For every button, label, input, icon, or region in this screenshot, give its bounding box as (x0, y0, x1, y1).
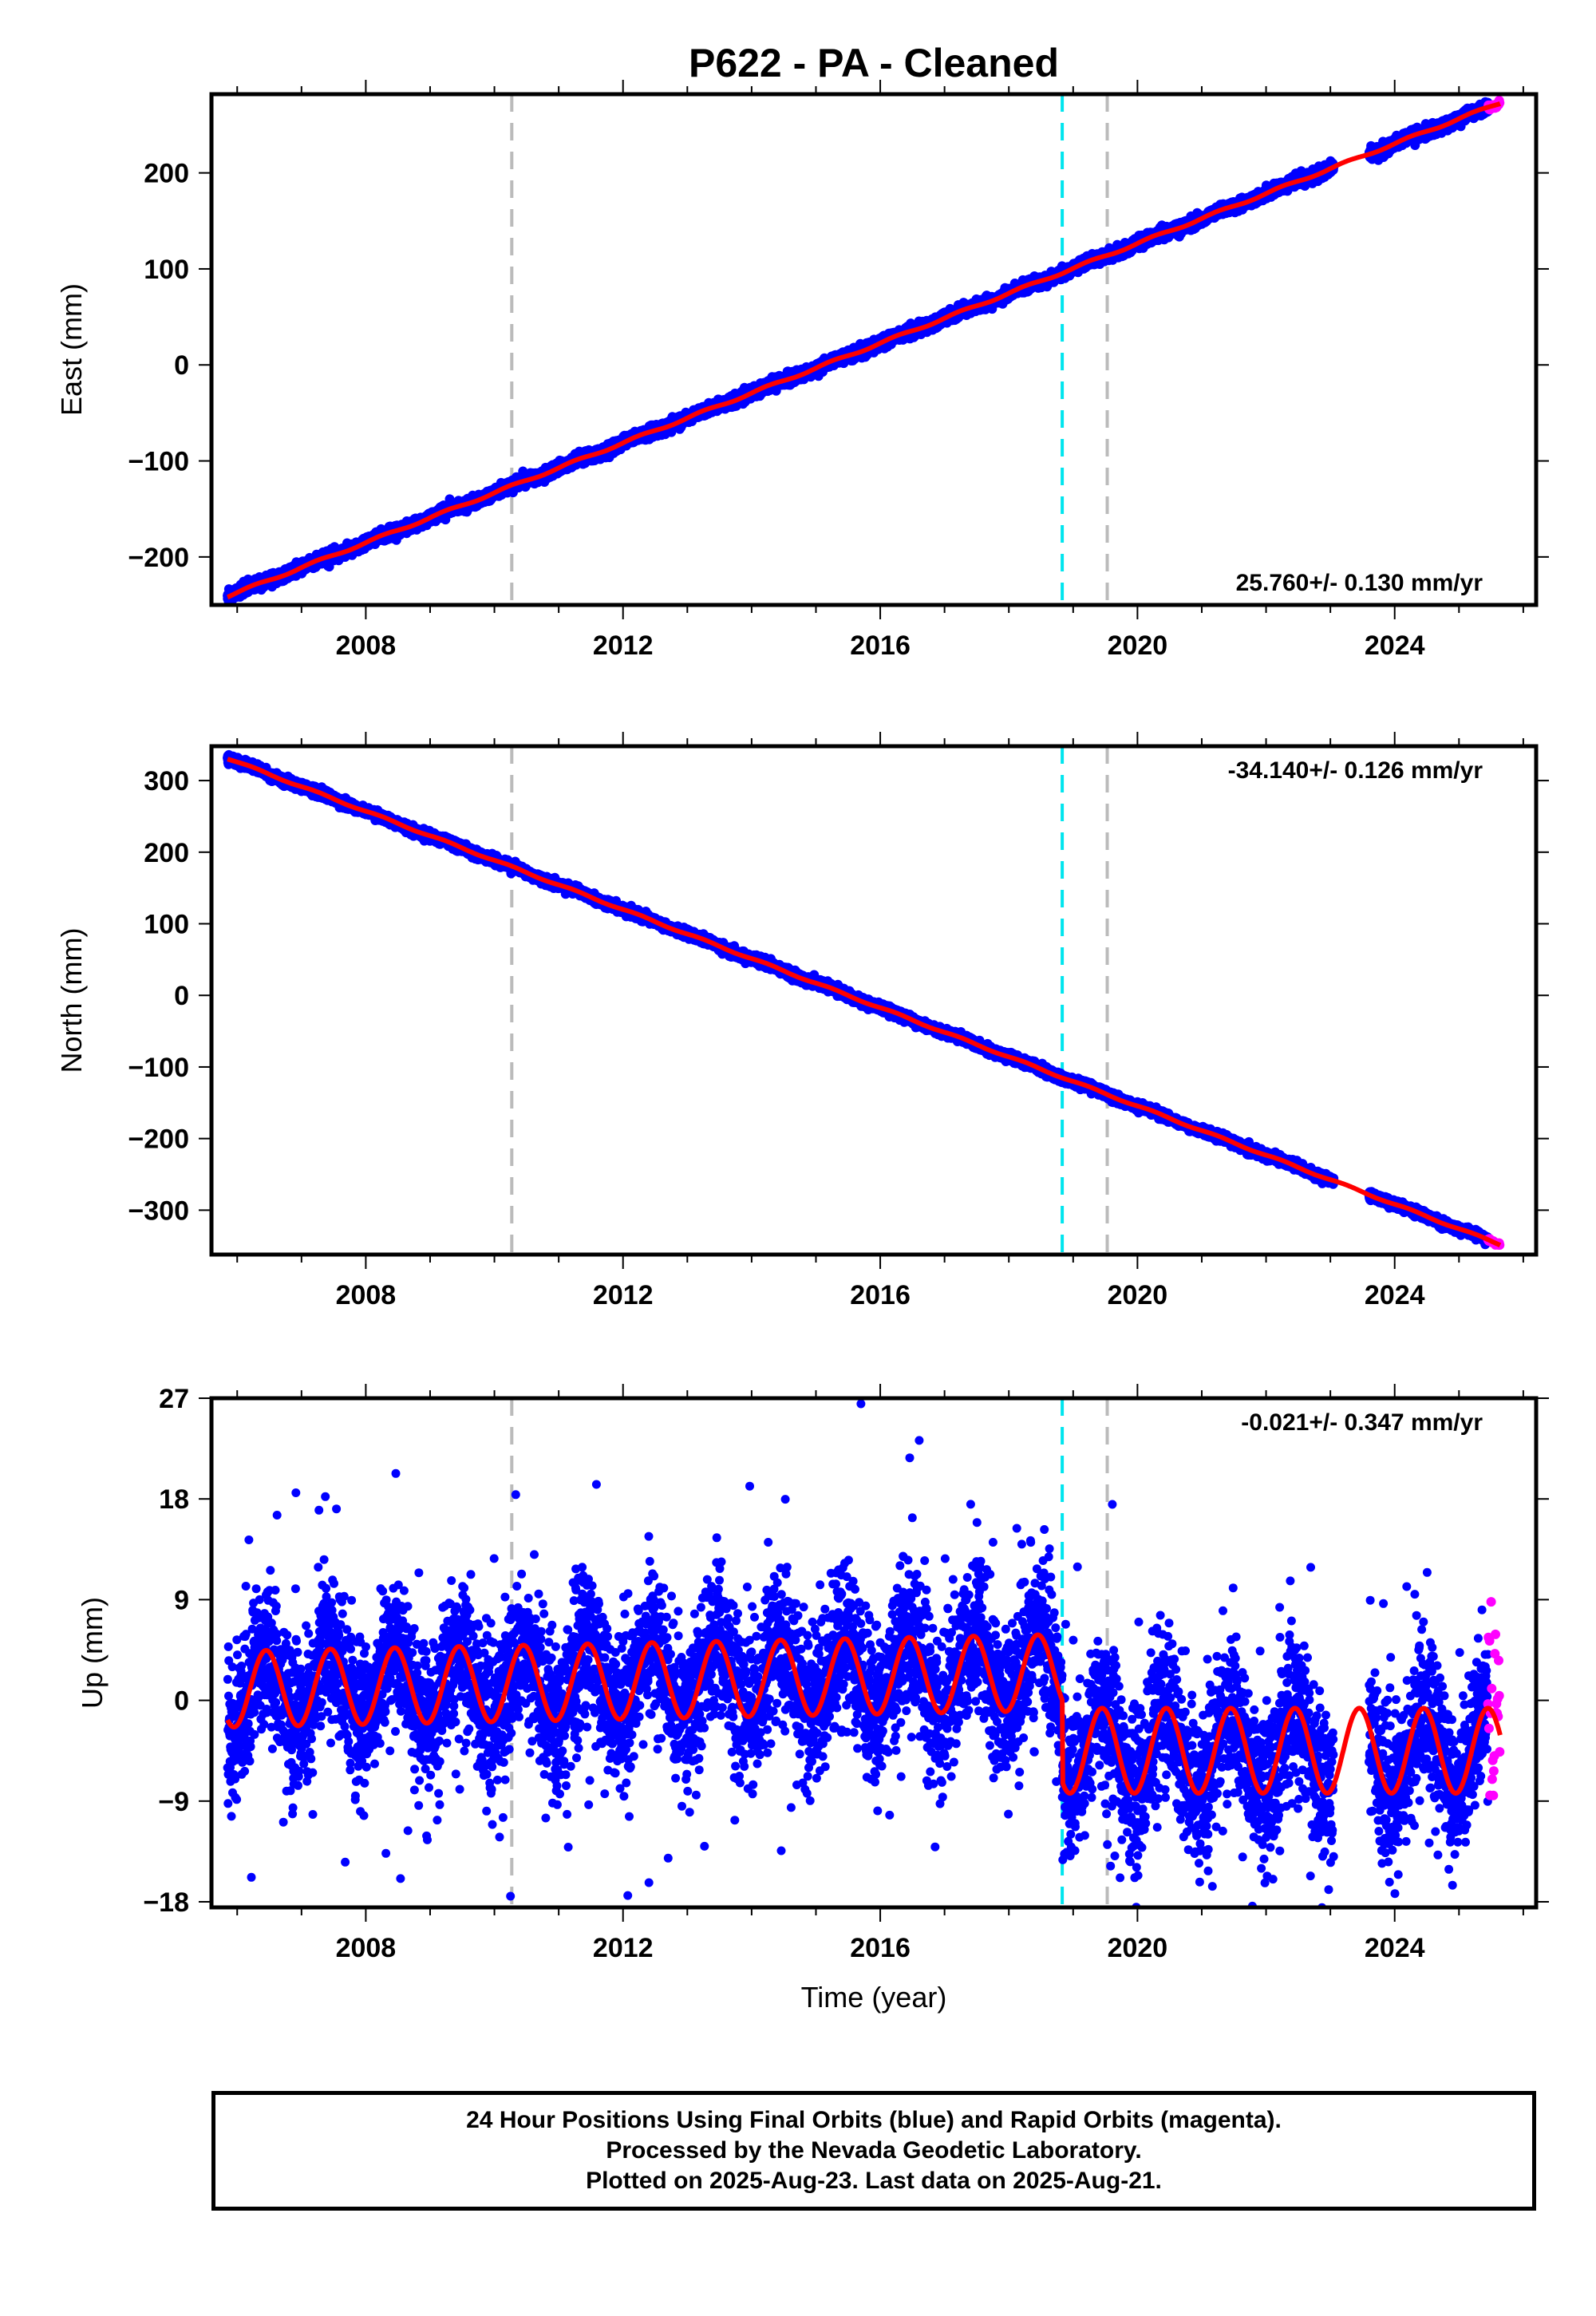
plot-area (223, 94, 1505, 605)
east-panel: 2008 2012 2016 2020 2024−200−1000100200East … (55, 80, 1549, 661)
chart-title: P622 - PA - Cleaned (689, 41, 1059, 85)
